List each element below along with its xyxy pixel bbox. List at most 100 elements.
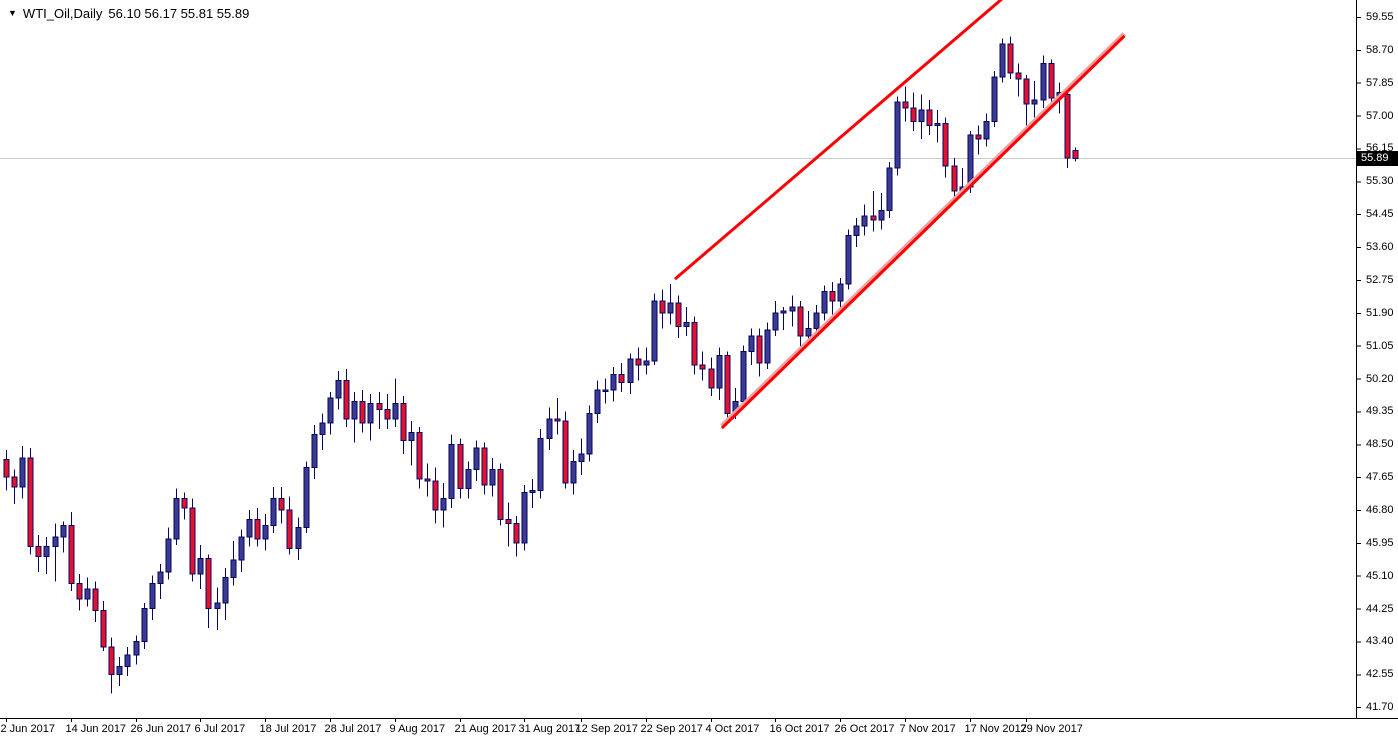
price-axis-label: 57.85 bbox=[1366, 76, 1394, 89]
time-axis-label: 26 Oct 2017 bbox=[834, 723, 895, 735]
candle-body bbox=[870, 215, 877, 221]
time-axis-label: 7 Nov 2017 bbox=[899, 723, 956, 735]
price-axis-label: 46.80 bbox=[1366, 503, 1394, 516]
candle-body bbox=[100, 610, 107, 648]
candle-body bbox=[1023, 78, 1030, 105]
price-axis-label: 41.70 bbox=[1366, 701, 1394, 714]
channel-lower-trendline[interactable] bbox=[720, 34, 1126, 430]
price-axis-label: 49.35 bbox=[1366, 405, 1394, 418]
candle-body bbox=[991, 76, 998, 122]
candle-body bbox=[52, 536, 59, 548]
candle-body bbox=[165, 538, 172, 573]
candle-body bbox=[942, 122, 949, 167]
candle-body bbox=[675, 302, 682, 327]
time-axis-label: 14 Jun 2017 bbox=[65, 723, 127, 735]
candle-body bbox=[659, 300, 666, 314]
candle-body bbox=[529, 490, 536, 494]
candle-body bbox=[643, 360, 650, 366]
candle-body bbox=[772, 312, 779, 331]
candle-body bbox=[497, 468, 504, 521]
candle-body bbox=[1040, 62, 1047, 101]
candle-body bbox=[359, 401, 366, 424]
candle-body bbox=[124, 654, 131, 668]
price-axis-label: 45.95 bbox=[1366, 536, 1394, 549]
candle-body bbox=[578, 453, 585, 463]
price-axis-label: 43.40 bbox=[1366, 635, 1394, 648]
candle-body bbox=[918, 109, 925, 122]
candle-body bbox=[319, 422, 326, 436]
candle-body bbox=[780, 310, 787, 314]
candle-body bbox=[254, 519, 261, 540]
candle-body bbox=[934, 122, 941, 126]
candle-body bbox=[440, 497, 447, 511]
price-axis-label: 59.55 bbox=[1366, 11, 1394, 23]
candle-body bbox=[270, 497, 277, 526]
price-axis-label: 52.75 bbox=[1366, 273, 1394, 286]
candle-body bbox=[92, 588, 99, 612]
candle-body bbox=[562, 420, 569, 484]
candle-body bbox=[384, 408, 391, 420]
candle-body bbox=[683, 321, 690, 327]
candle-body bbox=[335, 379, 342, 399]
candle-body bbox=[149, 582, 156, 610]
candle-body bbox=[116, 666, 123, 675]
candle-body bbox=[141, 608, 148, 642]
candle-body bbox=[205, 557, 212, 610]
time-axis-label: 6 Jul 2017 bbox=[194, 723, 246, 735]
candle-body bbox=[845, 234, 852, 285]
time-axis-label: 18 Jul 2017 bbox=[259, 723, 317, 735]
candle-body bbox=[546, 418, 553, 439]
candle-body bbox=[278, 497, 285, 511]
candle-body bbox=[376, 403, 383, 410]
candle-body bbox=[724, 354, 731, 414]
candle-body bbox=[43, 546, 50, 557]
candle-body bbox=[618, 374, 625, 383]
candle-body bbox=[416, 432, 423, 480]
symbol-dropdown-icon[interactable]: ▼ bbox=[8, 8, 17, 18]
price-axis-label: 58.70 bbox=[1366, 43, 1394, 56]
candle-body bbox=[602, 389, 609, 393]
price-axis-label: 53.60 bbox=[1366, 241, 1394, 254]
candle-body bbox=[627, 358, 634, 383]
current-price-tag: 55.89 bbox=[1357, 151, 1398, 167]
candle-body bbox=[983, 120, 990, 140]
candle-body bbox=[181, 497, 188, 509]
candle-body bbox=[3, 459, 10, 478]
candle-body bbox=[457, 443, 464, 490]
candle-body bbox=[68, 524, 75, 584]
candle-body bbox=[570, 461, 577, 484]
candle-body bbox=[286, 509, 293, 550]
candle-body bbox=[327, 397, 334, 424]
candle-body bbox=[400, 403, 407, 441]
candle-body bbox=[716, 354, 723, 389]
candle-body bbox=[594, 389, 601, 414]
candle-body bbox=[910, 107, 917, 122]
candle-body bbox=[1031, 99, 1038, 105]
candle-body bbox=[303, 466, 310, 528]
time-axis-label: 29 Nov 2017 bbox=[1020, 723, 1083, 735]
candle-body bbox=[481, 447, 488, 486]
price-axis-label: 42.55 bbox=[1366, 668, 1394, 681]
candle-body bbox=[926, 109, 933, 126]
candle-body bbox=[343, 379, 350, 420]
candle-body bbox=[521, 492, 528, 544]
candle-body bbox=[1048, 62, 1055, 99]
candle-body bbox=[861, 215, 868, 227]
candle-body bbox=[708, 368, 715, 389]
candle-body bbox=[84, 588, 91, 600]
candle-body bbox=[951, 165, 958, 192]
candle-body bbox=[76, 582, 83, 600]
price-axis-label: 54.45 bbox=[1366, 208, 1394, 221]
candle-body bbox=[691, 321, 698, 366]
candle-body bbox=[19, 457, 26, 488]
candle-body bbox=[230, 559, 237, 579]
time-axis-label: 22 Sep 2017 bbox=[640, 723, 703, 735]
candle-body bbox=[11, 476, 18, 488]
price-axis-label: 44.25 bbox=[1366, 602, 1394, 615]
candle-body bbox=[262, 524, 269, 540]
time-axis-label: 4 Oct 2017 bbox=[705, 723, 760, 735]
candle-body bbox=[351, 401, 358, 420]
channel-upper-trendline[interactable] bbox=[673, 0, 1010, 281]
